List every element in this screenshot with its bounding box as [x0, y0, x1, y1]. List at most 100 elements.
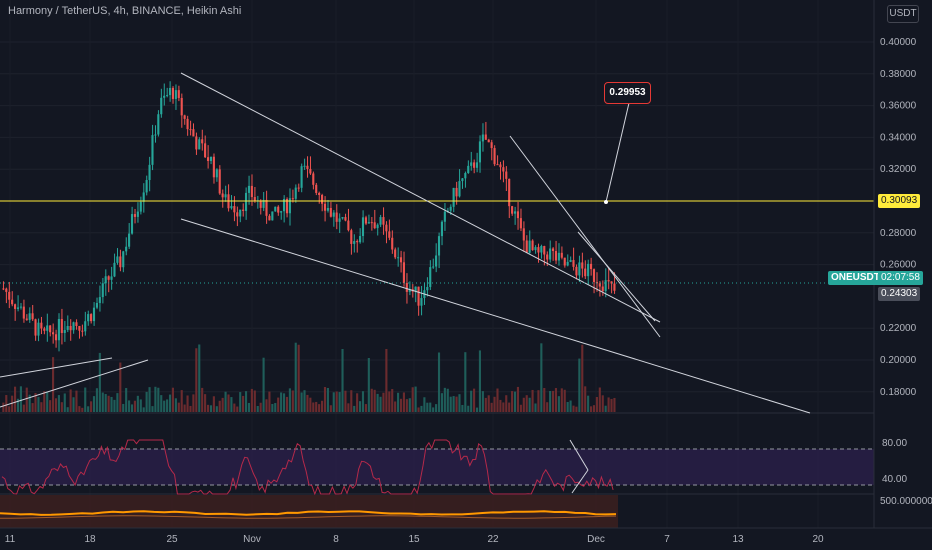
- candle-body: [242, 209, 245, 211]
- volume-bar: [206, 404, 210, 412]
- candle-body: [388, 231, 391, 238]
- candle-body: [239, 209, 242, 217]
- volume-bar: [87, 406, 90, 412]
- volume-bar: [350, 390, 353, 412]
- candle-body: [309, 168, 312, 174]
- volume-bar: [397, 392, 400, 412]
- volume-bar: [604, 405, 607, 412]
- candle-body: [534, 247, 537, 251]
- volume-bar: [391, 389, 394, 412]
- volume-bar: [361, 391, 365, 412]
- volume-bar: [370, 388, 373, 412]
- candle-body: [122, 251, 125, 268]
- time-axis[interactable]: 11 18 25 Nov 8 15 22 Dec 7 13 20: [0, 527, 932, 545]
- volume-bar: [344, 390, 347, 412]
- volume-bar: [502, 402, 505, 412]
- volume-bar: [230, 397, 233, 412]
- candle-body: [335, 212, 338, 222]
- candle-body: [84, 321, 87, 332]
- volume-bar: [224, 391, 227, 412]
- candle-body: [519, 218, 522, 229]
- candle-body: [470, 162, 473, 166]
- candle-body: [250, 185, 253, 198]
- volume-bar: [414, 386, 417, 412]
- volume-bar: [54, 398, 58, 412]
- candles: [2, 81, 616, 352]
- currency-button[interactable]: USDT: [887, 5, 919, 23]
- candle-body: [303, 165, 306, 167]
- candle-body: [31, 313, 34, 320]
- candle-body: [323, 203, 327, 211]
- price-callout[interactable]: 0.29953: [604, 82, 651, 104]
- volume-bar: [52, 357, 55, 412]
- volume-bar: [274, 403, 277, 412]
- candle-body: [598, 283, 601, 287]
- candle-body: [443, 211, 446, 222]
- volume-bar: [168, 394, 172, 412]
- candle-body: [119, 256, 122, 268]
- volume-bar: [5, 395, 8, 412]
- volume-bar: [186, 395, 189, 412]
- candle-body: [274, 206, 277, 212]
- volume-bar: [110, 396, 113, 412]
- volume-bar: [69, 389, 72, 412]
- candle-body: [546, 254, 549, 260]
- candle-body: [478, 141, 482, 163]
- candle-body: [78, 325, 81, 331]
- volume-bar: [332, 392, 335, 412]
- volume-bar: [528, 397, 531, 412]
- volume-bar: [151, 406, 154, 412]
- candle-body: [578, 262, 581, 276]
- candle-body: [90, 314, 93, 322]
- candle-body: [408, 289, 411, 292]
- candle-body: [537, 247, 540, 253]
- horizontal-line-price-tag: 0.30093: [878, 194, 921, 208]
- last-price-tag: 0.24303: [878, 287, 921, 301]
- candle-body: [221, 193, 224, 198]
- volume-bar: [28, 394, 31, 412]
- candle-body: [350, 230, 353, 244]
- candle-body: [110, 276, 113, 280]
- volume-bar: [455, 396, 458, 412]
- candle-body: [212, 156, 215, 178]
- volume-bar: [133, 400, 136, 412]
- candle-body: [11, 299, 14, 305]
- volume-bar: [233, 403, 236, 412]
- volume-bar: [326, 387, 329, 412]
- time-tick-label: 25: [166, 534, 178, 545]
- volume-bar: [607, 397, 610, 412]
- volume-bar: [107, 395, 110, 412]
- volume-bar: [405, 399, 408, 412]
- candle-body: [8, 291, 11, 300]
- volume-bar: [613, 397, 616, 412]
- candle-body: [601, 286, 604, 292]
- candle-body: [376, 224, 379, 229]
- volume-bar: [417, 407, 420, 412]
- trendlines[interactable]: [0, 72, 874, 414]
- candle-body: [341, 217, 344, 219]
- candle-body: [587, 263, 590, 277]
- volume-bar: [306, 394, 309, 412]
- candle-body: [373, 222, 376, 229]
- time-tick-label: 18: [84, 534, 96, 545]
- volume-bar: [81, 407, 84, 412]
- volume-bar: [277, 397, 280, 412]
- candle-body: [233, 206, 236, 213]
- volume-bar: [575, 406, 578, 412]
- candle-body: [461, 178, 464, 182]
- candle-body: [505, 171, 508, 179]
- candle-body: [72, 322, 75, 331]
- volume-bar: [551, 390, 555, 412]
- time-tick-label: 8: [333, 534, 339, 545]
- volume-bar: [171, 387, 175, 412]
- volume-bar: [484, 397, 487, 412]
- volume-bar: [572, 405, 575, 412]
- volume-bar: [218, 400, 221, 412]
- volume-bar: [329, 405, 332, 412]
- volume-bar: [598, 387, 601, 412]
- volume-bar: [262, 357, 265, 412]
- volume-bar: [359, 401, 362, 412]
- price-axis[interactable]: 0.40000 0.38000 0.36000 0.34000 0.32000 0.280…: [873, 0, 932, 528]
- candle-body: [116, 256, 119, 263]
